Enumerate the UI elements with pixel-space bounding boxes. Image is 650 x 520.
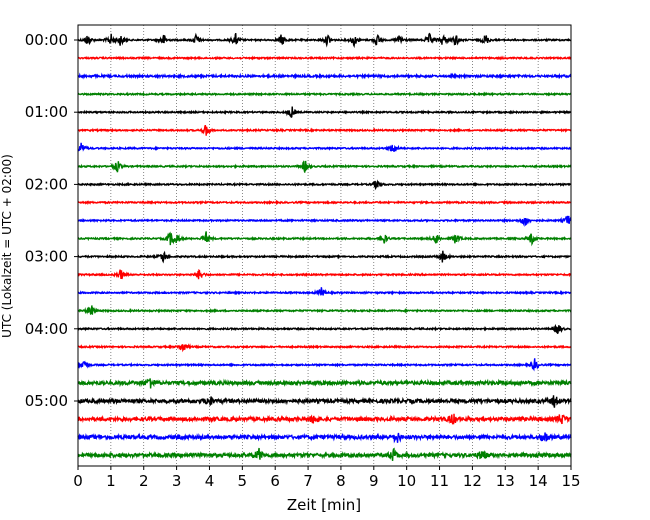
trace-0000 xyxy=(77,32,572,49)
trace-0100 xyxy=(77,106,572,119)
trace-0445 xyxy=(77,378,572,389)
trace-0415 xyxy=(77,343,572,353)
y-tick-label: 01:00 xyxy=(25,103,68,121)
y-axis-label: UTC (Lokalzeit = UTC + 02:00) xyxy=(0,154,14,338)
x-tick-label: 4 xyxy=(205,472,215,490)
x-tick-label: 12 xyxy=(463,472,482,490)
trace-0145 xyxy=(77,160,572,173)
x-tick-label: 1 xyxy=(106,472,116,490)
trace-0115 xyxy=(77,124,572,136)
trace-0200 xyxy=(77,179,572,191)
y-tick-label: 03:00 xyxy=(25,248,68,266)
trace-0015 xyxy=(77,55,572,61)
x-tick-label: 10 xyxy=(397,472,416,490)
trace-0345 xyxy=(77,305,572,316)
x-tick-label: 6 xyxy=(270,472,280,490)
x-tick-label: 11 xyxy=(430,472,449,490)
x-axis-label: Zeit [min] xyxy=(287,496,361,514)
x-tick-label: 9 xyxy=(369,472,379,490)
x-axis-ticks: 0 1 2 3 4 5 6 7 8 9 10 11 12 13 14 15 xyxy=(73,466,581,490)
y-tick-label: 05:00 xyxy=(25,392,68,410)
trace-0430 xyxy=(77,358,572,372)
trace-0315 xyxy=(77,269,572,280)
x-tick-label: 8 xyxy=(336,472,346,490)
y-axis-ticks: 00:00 01:00 02:00 03:00 04:00 05:00 xyxy=(25,31,78,410)
x-tick-label: 5 xyxy=(238,472,248,490)
trace-0130 xyxy=(77,142,572,152)
x-tick-label: 14 xyxy=(529,472,548,490)
trace-0400 xyxy=(77,323,572,335)
trace-0545 xyxy=(77,447,572,461)
x-tick-label: 3 xyxy=(172,472,182,490)
trace-0515 xyxy=(77,413,572,425)
trace-0230 xyxy=(77,215,572,228)
trace-0045 xyxy=(77,91,572,97)
x-tick-label: 0 xyxy=(73,472,83,490)
trace-0330 xyxy=(77,287,572,297)
x-tick-label: 13 xyxy=(496,472,515,490)
trace-0300 xyxy=(77,250,572,264)
plot-frame xyxy=(77,24,572,467)
y-tick-label: 00:00 xyxy=(25,31,68,49)
y-tick-label: 02:00 xyxy=(25,175,68,193)
x-tick-label: 15 xyxy=(561,472,580,490)
y-tick-label: 04:00 xyxy=(25,320,68,338)
x-tick-label: 2 xyxy=(139,472,149,490)
seismic-traces xyxy=(77,32,572,461)
x-tick-label: 7 xyxy=(303,472,313,490)
trace-0530 xyxy=(77,432,572,444)
trace-0245 xyxy=(77,231,572,247)
trace-0500 xyxy=(77,395,572,408)
trace-0030 xyxy=(77,72,572,80)
trace-0215 xyxy=(77,199,572,206)
